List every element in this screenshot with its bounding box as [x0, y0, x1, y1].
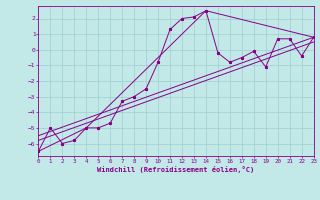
X-axis label: Windchill (Refroidissement éolien,°C): Windchill (Refroidissement éolien,°C): [97, 166, 255, 173]
